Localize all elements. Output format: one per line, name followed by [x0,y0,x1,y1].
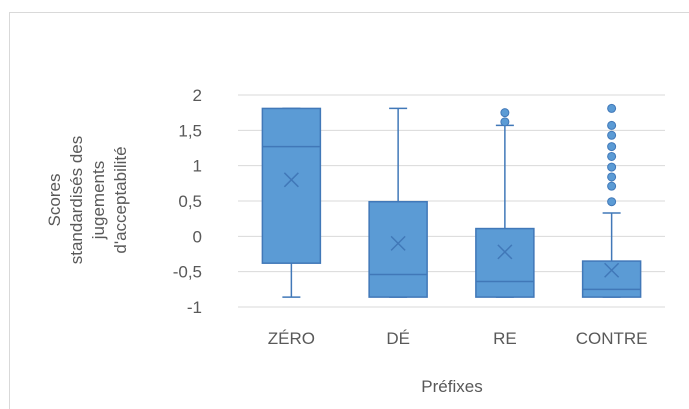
outlier-point [607,103,617,113]
box-series [261,103,642,298]
outlier-point [500,117,510,127]
mean-marker [497,244,513,260]
mean-marker [390,235,406,251]
y-tick-label: 1 [193,157,202,176]
chart-area [9,12,689,409]
outlier-point [607,172,617,182]
y-tick-label: 2 [193,86,202,105]
box-2 [475,108,535,298]
mean-marker [283,172,299,188]
outlier-point [607,142,617,152]
y-axis-title: Scores standardisés des jugements d'accepta… [45,136,130,265]
outlier-point [500,108,510,118]
outlier-point [607,181,617,191]
outlier-point [607,162,617,172]
y-axis-ticks: -1 -0,5 0 0,5 1 1,5 2 [173,86,202,317]
box-0 [261,107,322,298]
box-3 [581,103,642,298]
x-category-label: CONTRE [576,329,648,348]
x-category-label: RE [493,329,517,348]
iqr-box [368,200,428,298]
y-tick-label: 0 [193,227,202,246]
y-axis-title-line: Scores [45,174,64,227]
box-1 [368,107,428,298]
x-category-label: ZÉRO [268,329,315,348]
x-category-label: DÉ [386,329,410,348]
y-axis-title-line: standardisés des [67,136,86,265]
y-tick-label: -1 [187,298,202,317]
outlier-point [607,130,617,140]
x-axis-categories: ZÉRO DÉ RE CONTRE [268,329,648,348]
y-tick-label: 0,5 [178,192,202,211]
x-axis-title: Préfixes [421,377,482,396]
y-tick-label: 1,5 [178,121,202,140]
outlier-point [607,197,617,207]
y-tick-label: -0,5 [173,263,202,282]
outlier-point [607,151,617,161]
iqr-box [581,260,642,298]
mean-marker [604,262,620,278]
y-axis-title-line: jugements [89,161,108,240]
iqr-box [475,227,535,298]
iqr-box [261,107,322,264]
y-axis-title-line: d'acceptabilité [111,146,130,253]
outlier-point [607,120,617,130]
